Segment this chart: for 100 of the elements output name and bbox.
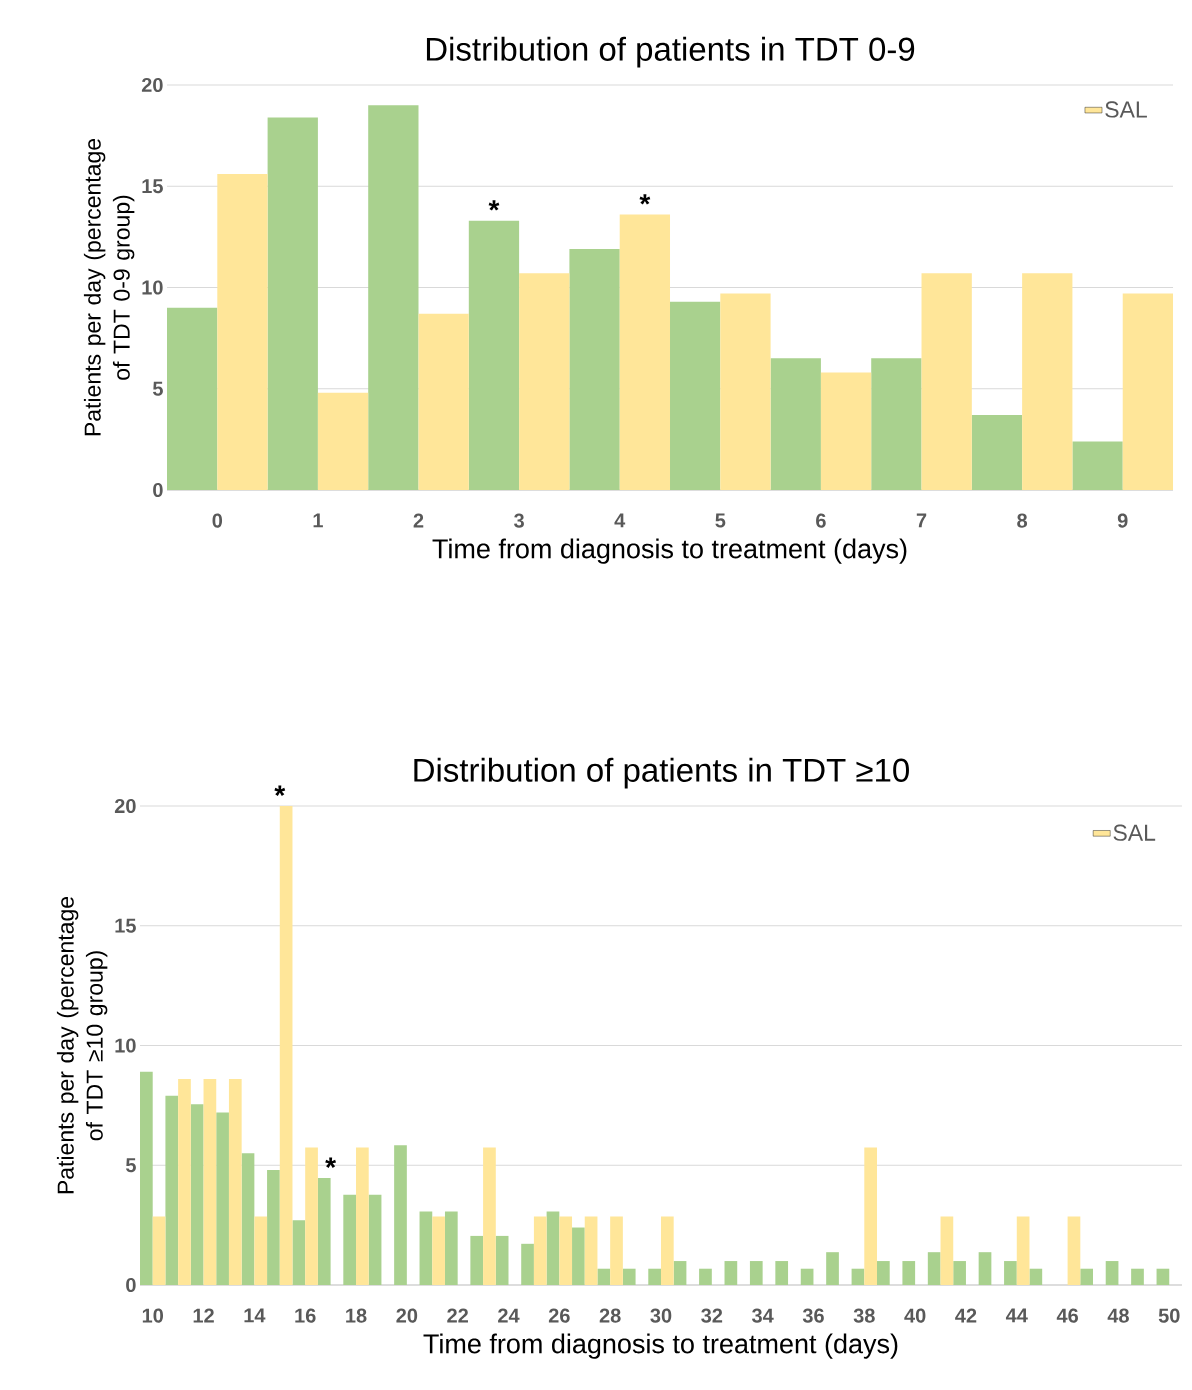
x-tick-label: 36	[802, 1308, 824, 1323]
bar	[871, 358, 922, 490]
bar	[241, 1153, 255, 1285]
bar	[648, 1268, 661, 1285]
bar	[1105, 1261, 1119, 1285]
bar	[978, 1252, 992, 1285]
x-tick-label: 38	[853, 1308, 875, 1323]
bar	[921, 273, 972, 490]
bar	[775, 1261, 789, 1285]
bar	[495, 1235, 509, 1285]
x-tick-label: 8	[1017, 513, 1028, 528]
x-tick-label: 40	[904, 1308, 926, 1323]
x-tick-label: 24	[498, 1308, 520, 1323]
x-tick-label: 50	[1158, 1308, 1180, 1323]
x-tick-label: 16	[295, 1308, 316, 1323]
bar	[292, 1220, 306, 1285]
bar	[699, 1268, 712, 1285]
bar	[317, 392, 369, 490]
chart-title: Distribution of patients in TDT ≥10	[414, 757, 909, 789]
bar	[1067, 1216, 1081, 1285]
annotation: *	[325, 1157, 337, 1168]
bar	[610, 1216, 623, 1285]
bar	[720, 293, 771, 490]
x-tick-label: 7	[916, 513, 927, 528]
x-tick-label: 46	[1056, 1308, 1078, 1323]
bar	[356, 1147, 369, 1285]
bar	[267, 117, 318, 490]
bar	[619, 214, 671, 490]
x-tick-label: 48	[1107, 1308, 1129, 1323]
bar	[851, 1268, 865, 1285]
bar	[877, 1261, 890, 1285]
bar	[152, 1216, 166, 1285]
x-tick-label: 1	[313, 513, 323, 528]
x-tick-label: 42	[955, 1308, 977, 1323]
x-tick-label: 30	[650, 1308, 672, 1323]
bar	[660, 1216, 674, 1285]
bar	[1016, 1216, 1030, 1285]
bar	[267, 1170, 280, 1285]
bar	[468, 220, 520, 490]
bar	[1072, 441, 1123, 490]
bar	[317, 1177, 331, 1285]
bar	[1004, 1261, 1017, 1285]
bar	[670, 301, 721, 490]
legend-label: SAL	[1113, 824, 1156, 841]
y-tick-label: 20	[114, 798, 136, 814]
bar	[864, 1147, 877, 1285]
y-tick-label: 15	[115, 918, 136, 933]
y-axis-title: Patients per day (percentage of TDT ≥10 group)	[56, 896, 108, 1194]
bar	[418, 313, 469, 490]
bar	[902, 1261, 916, 1285]
bar	[419, 1211, 433, 1285]
bar	[167, 307, 218, 490]
y-tick-label: 15	[142, 179, 163, 194]
bar	[216, 1112, 229, 1285]
bar	[178, 1079, 191, 1285]
bar	[1029, 1268, 1043, 1285]
y-tick-label: 0	[153, 482, 163, 498]
annotation: *	[274, 785, 286, 796]
x-axis-title: Time from diagnosis to treatment (days)	[432, 538, 907, 564]
chart-title: Distribution of patients in TDT 0-9	[426, 36, 915, 68]
x-tick-label: 3	[514, 513, 524, 528]
x-tick-label: 9	[1117, 513, 1128, 528]
x-tick-label: 26	[548, 1308, 570, 1323]
bar	[1080, 1268, 1094, 1285]
bar	[1022, 273, 1073, 490]
bar	[572, 1227, 585, 1285]
x-tick-label: 2	[413, 513, 424, 528]
x-axis-title: Time from diagnosis to treatment (days)	[423, 1333, 898, 1359]
bar	[279, 806, 293, 1285]
bar	[533, 1216, 547, 1285]
bar	[432, 1216, 445, 1285]
bar	[368, 1194, 382, 1285]
bar	[394, 1145, 407, 1285]
bar	[749, 1261, 763, 1285]
y-tick-label: 20	[141, 77, 163, 93]
bar	[1131, 1268, 1144, 1285]
bar	[305, 1147, 318, 1285]
bar	[971, 415, 1023, 490]
annotation: *	[639, 194, 651, 205]
bar	[444, 1211, 458, 1285]
x-tick-label: 0	[212, 513, 223, 528]
x-tick-label: 32	[701, 1308, 723, 1323]
x-tick-label: 28	[599, 1308, 621, 1323]
annotation: *	[488, 200, 500, 211]
bar	[724, 1261, 738, 1285]
x-tick-label: 18	[346, 1308, 367, 1323]
x-tick-label: 14	[244, 1308, 266, 1323]
x-tick-label: 6	[816, 513, 826, 528]
bar	[800, 1268, 814, 1285]
x-tick-label: 12	[193, 1308, 214, 1323]
bar	[940, 1216, 954, 1285]
bar	[953, 1261, 966, 1285]
bar	[584, 1216, 598, 1285]
bar	[519, 273, 570, 490]
bar	[483, 1147, 496, 1285]
x-tick-label: 22	[447, 1308, 468, 1323]
y-tick-label: 5	[125, 1158, 136, 1173]
y-tick-label: 5	[152, 381, 163, 396]
bar	[622, 1268, 636, 1285]
bar	[546, 1211, 560, 1285]
